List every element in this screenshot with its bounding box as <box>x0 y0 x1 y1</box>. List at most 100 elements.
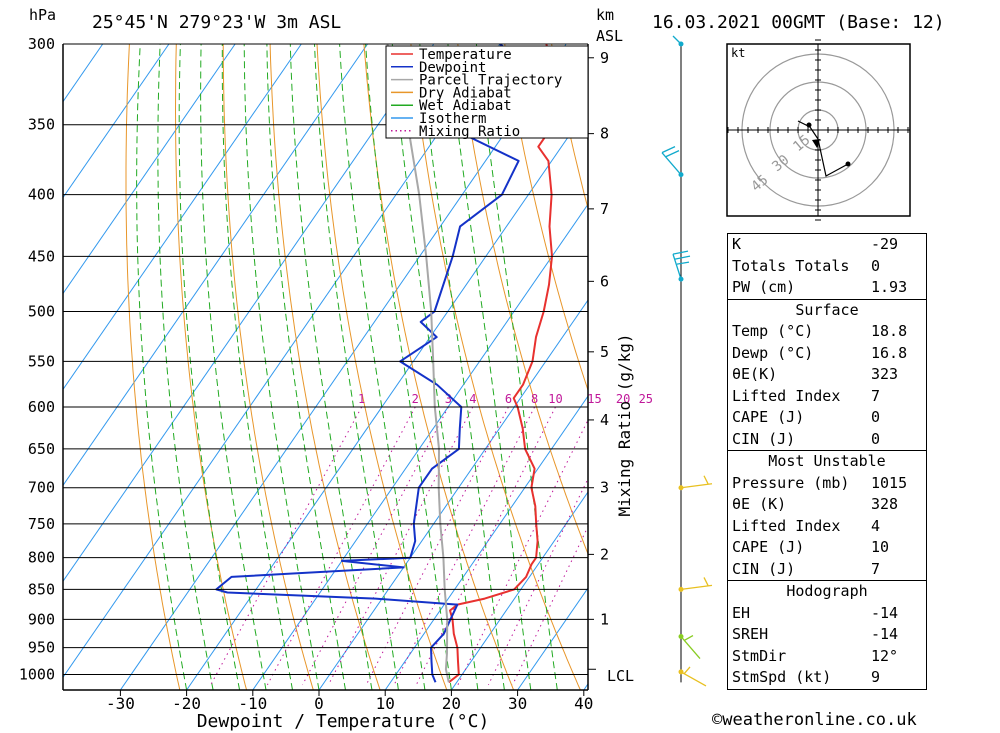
surface-row: Temp (°C) 18.8 <box>732 322 908 340</box>
mixing-ratio-tick-label: 6 <box>505 392 512 406</box>
legend-entry: Temperature <box>419 47 512 63</box>
wind-barb <box>661 146 682 176</box>
most-unstable-title: Most Unstable <box>768 452 886 470</box>
pressure-tick-label: 400 <box>28 186 55 204</box>
height-unit-km: km <box>596 6 614 24</box>
mixing-ratio-tick-label: 20 <box>616 392 630 406</box>
hodo-row: SREH -14 <box>732 625 899 643</box>
km-tick-label: 5 <box>600 343 609 361</box>
pressure-tick-label: 950 <box>28 639 55 657</box>
isotherm-line <box>450 491 588 690</box>
lcl-label: LCL <box>607 667 634 685</box>
pressure-tick-label: 1000 <box>19 666 55 684</box>
wet-adiabat-line <box>314 44 399 690</box>
km-tick-label: 6 <box>600 272 609 290</box>
x-axis-label: Dewpoint / Temperature (°C) <box>197 711 490 732</box>
dry-adiabat-line <box>222 44 314 690</box>
km-tick-label: 3 <box>600 479 609 497</box>
index-row: K -29 <box>732 235 899 253</box>
isotherm-line <box>384 395 588 690</box>
legend-entry: Wet Adiabat <box>419 98 512 114</box>
series-parcel-trajectory <box>386 44 450 683</box>
wet-adiabat-line <box>447 44 532 690</box>
wet-adiabat-line <box>136 44 188 690</box>
isotherm-line <box>252 203 588 690</box>
surface-row: CAPE (J) 0 <box>732 408 881 426</box>
mu-row: Lifted Index 4 <box>732 516 881 535</box>
wet-adiabat-line <box>339 44 426 690</box>
mixing-ratio-tick-label: 15 <box>587 392 601 406</box>
dry-adiabat-line <box>363 44 515 690</box>
hodo-row: StmSpd (kt) 9 <box>732 668 881 686</box>
legend-entry: Isotherm <box>419 111 486 127</box>
km-tick-label: 1 <box>600 610 609 628</box>
x-tick-label: -30 <box>106 694 135 713</box>
hodograph-start-dot <box>806 122 812 128</box>
x-tick-label: 30 <box>508 694 527 713</box>
wet-adiabat-line <box>200 44 267 690</box>
dry-adiabat-line <box>457 44 588 556</box>
x-tick-label: 20 <box>442 694 461 713</box>
hodo-row: StmDir 12° <box>732 646 899 665</box>
km-tick-label: 9 <box>600 49 609 67</box>
pressure-tick-label: 450 <box>28 247 55 265</box>
pressure-tick-label: 750 <box>28 515 55 533</box>
legend-box <box>385 45 589 139</box>
wind-barb <box>680 666 707 687</box>
pressure-tick-label: 900 <box>28 610 55 628</box>
mixing-ratio-axis-label: Mixing Ratio (g/kg) <box>615 333 634 516</box>
isotherm-line <box>63 44 170 199</box>
surface-row: Dewp (°C) 16.8 <box>732 343 908 362</box>
datetime-title: 16.03.2021 00GMT (Base: 12) <box>652 12 945 33</box>
mixing-ratio-line <box>327 406 474 686</box>
pressure-tick-label: 600 <box>28 398 55 416</box>
dry-adiabat-line <box>927 44 1000 690</box>
dry-adiabat-line <box>269 44 381 690</box>
pressure-tick-label: 350 <box>28 116 55 134</box>
isotherm-line <box>63 44 435 583</box>
mixing-ratio-line <box>415 406 556 686</box>
isotherm-line <box>63 44 368 487</box>
wind-barb <box>672 250 691 280</box>
isotherm-line <box>318 299 588 690</box>
hodo-row: EH -14 <box>732 603 899 622</box>
x-tick-label: -10 <box>238 694 267 713</box>
pressure-tick-label: 700 <box>28 479 55 497</box>
wind-barb <box>672 35 682 45</box>
wet-adiabat-line <box>243 44 320 690</box>
mixing-ratio-tick-label: 3 <box>445 392 452 406</box>
wet-adiabat-line <box>419 44 505 690</box>
legend-entry: Dry Adiabat <box>419 85 512 101</box>
isotherm-line <box>63 44 236 295</box>
wet-adiabat-line <box>266 44 346 690</box>
pressure-tick-label: 550 <box>28 352 55 370</box>
mixing-ratio-tick-label: 4 <box>469 392 476 406</box>
isotherm-line <box>119 44 567 690</box>
wind-profile <box>661 35 713 687</box>
x-tick-label: 10 <box>376 694 395 713</box>
storm-motion-marker <box>812 139 820 148</box>
stats-panel: K -29 Totals Totals 0 PW (cm) 1.93 Surface … <box>727 233 927 690</box>
index-row: Totals Totals 0 <box>732 256 881 275</box>
pressure-tick-label: 300 <box>28 35 55 53</box>
surface-row: CIN (J) 0 <box>732 429 881 448</box>
wet-adiabat-line <box>365 44 452 690</box>
dry-adiabat-line <box>125 44 181 690</box>
mixing-ratio-tick-label: 1 <box>358 392 365 406</box>
most-unstable-table: Most Unstable Pressure (mb) 1015 θE (K) 32… <box>727 450 927 580</box>
credit-text: ©weatheronline.co.uk <box>712 710 917 730</box>
wind-barb <box>680 577 713 591</box>
hodograph-table: Hodograph EH -14 SREH -14 StmDir 12° StmSpd… <box>727 580 927 690</box>
mu-row: CAPE (J) 10 <box>732 538 890 556</box>
pressure-tick-label: 650 <box>28 440 55 458</box>
wind-barb <box>680 634 701 659</box>
dry-adiabat-line <box>410 44 581 690</box>
pressure-tick-label: 800 <box>28 549 55 567</box>
km-tick-label: 7 <box>600 200 609 218</box>
mixing-ratio-tick-label: 2 <box>412 392 419 406</box>
pressure-unit: hPa <box>29 6 56 24</box>
hodograph-title: Hodograph <box>786 582 868 600</box>
dry-adiabat-line <box>974 44 1000 690</box>
